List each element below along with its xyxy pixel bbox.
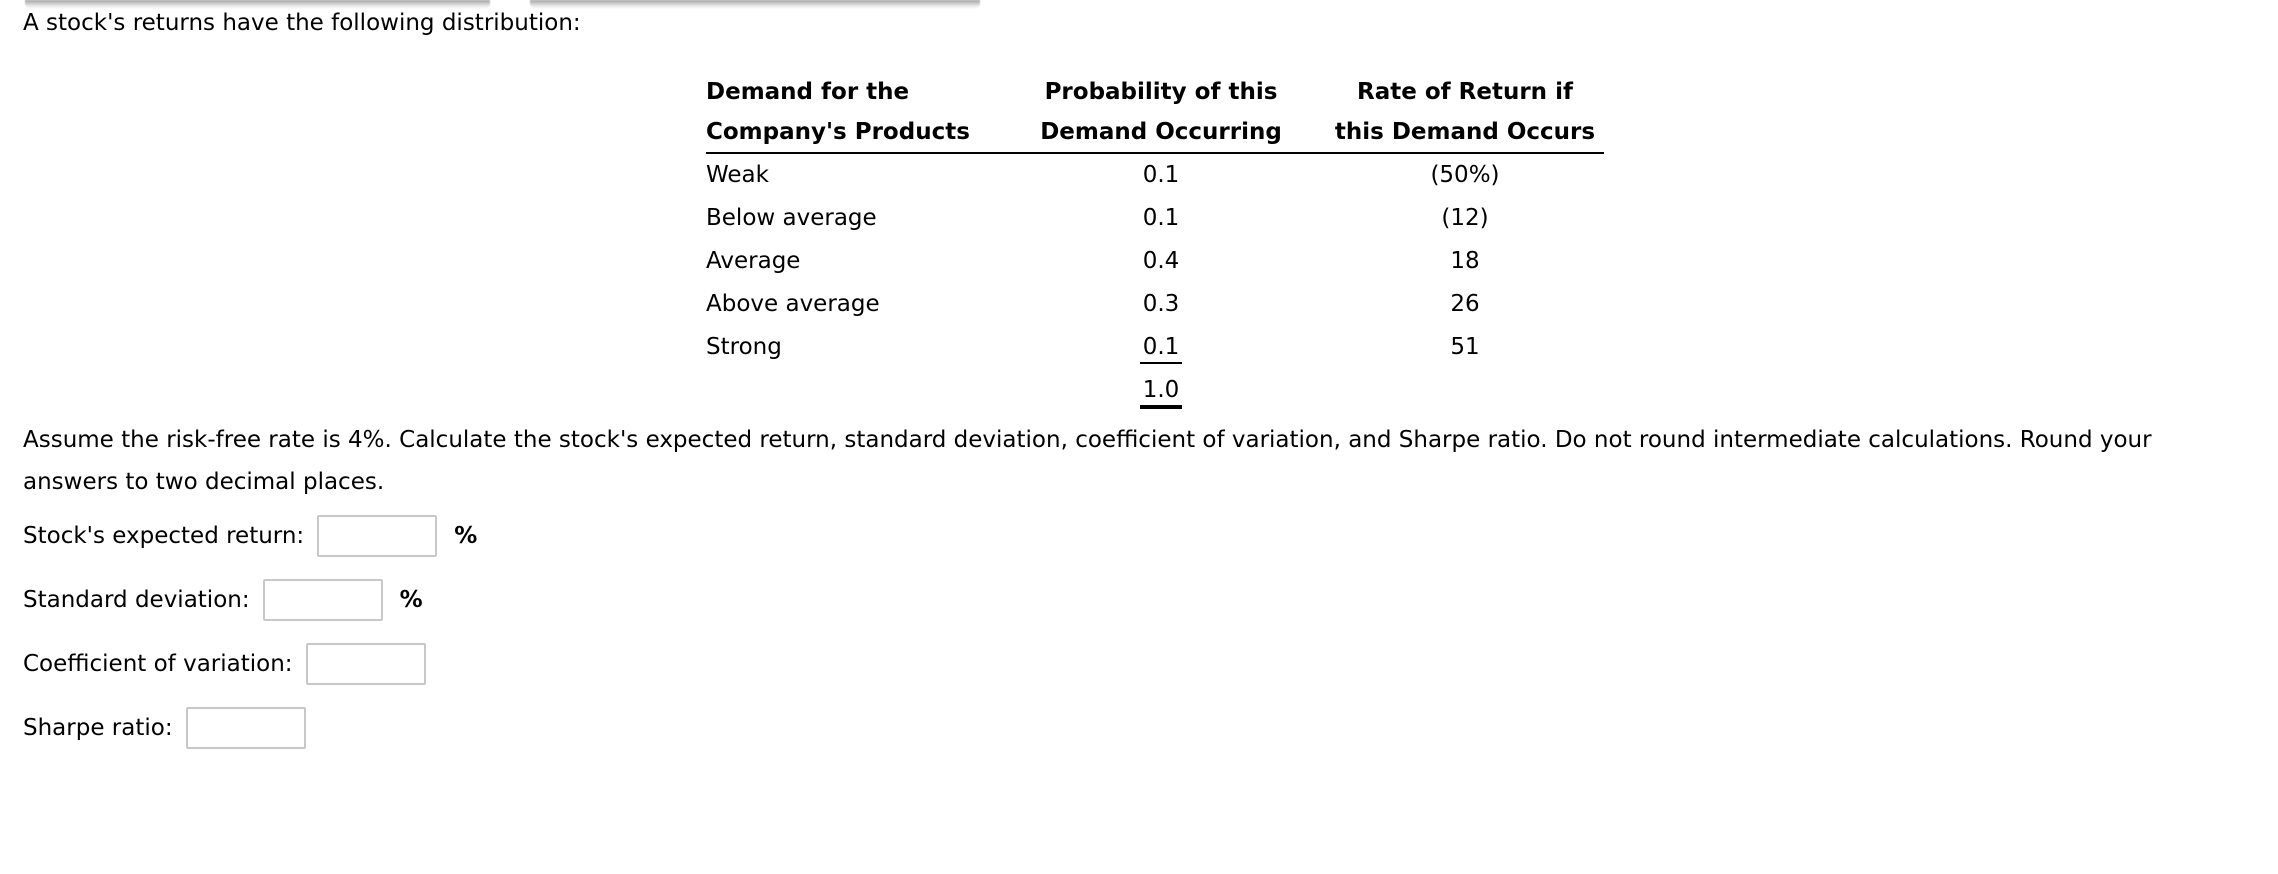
- demand-cell: Weak: [706, 162, 769, 188]
- table-row-above-average: Above average 0.3 26: [706, 283, 1604, 326]
- standard-deviation-percent-suffix: %: [399, 587, 423, 613]
- column-header-probability: Probability of this Demand Occurring: [996, 72, 1326, 152]
- instructions-line2: answers to two decimal places.: [23, 469, 385, 495]
- column-header-demand-line2: Company's Products: [706, 119, 970, 145]
- answer-row-sharpe-ratio: Sharpe ratio:: [23, 706, 323, 750]
- expected-return-input[interactable]: [317, 515, 438, 557]
- column-header-demand-line1: Demand for the: [706, 79, 910, 105]
- demand-cell: Average: [706, 248, 801, 274]
- probability-cell: 0.3: [1142, 291, 1180, 317]
- answer-row-coefficient-of-variation: Coefficient of variation:: [23, 642, 443, 686]
- cutoff-button-shadow-left: [25, 0, 490, 10]
- probability-cell: 0.4: [1142, 248, 1180, 274]
- expected-return-percent-suffix: %: [454, 523, 478, 549]
- demand-cell: Below average: [706, 205, 877, 231]
- standard-deviation-input[interactable]: [262, 579, 383, 621]
- expected-return-label: Stock's expected return:: [23, 523, 305, 549]
- cutoff-button-shadow-right: [530, 0, 980, 10]
- rate-cell: (12): [1441, 205, 1489, 231]
- standard-deviation-label: Standard deviation:: [23, 587, 250, 613]
- sharpe-ratio-label: Sharpe ratio:: [23, 715, 173, 741]
- probability-cell: 0.1: [996, 326, 1326, 369]
- probability-underlined-value: 0.1: [1139, 334, 1183, 364]
- coefficient-of-variation-label: Coefficient of variation:: [23, 651, 293, 677]
- instructions-line1: Assume the risk-free rate is 4%. Calcula…: [23, 427, 2152, 453]
- demand-cell: Above average: [706, 291, 880, 317]
- column-header-probability-line1: Probability of this: [1044, 79, 1278, 105]
- table-row-average: Average 0.4 18: [706, 240, 1604, 283]
- rate-cell: 51: [1450, 334, 1480, 360]
- distribution-table: Demand for the Company's Products Probab…: [706, 72, 1604, 412]
- table-row-total: 1.0: [706, 369, 1604, 412]
- answer-row-standard-deviation: Standard deviation: %: [23, 578, 423, 622]
- probability-cell: 0.1: [1142, 162, 1180, 188]
- sharpe-ratio-input[interactable]: [185, 707, 306, 749]
- table-row-below-average: Below average 0.1 (12): [706, 197, 1604, 240]
- column-header-probability-line2: Demand Occurring: [1040, 119, 1282, 145]
- answer-row-expected-return: Stock's expected return: %: [23, 514, 477, 558]
- column-header-demand: Demand for the Company's Products: [706, 72, 996, 152]
- table-row-strong: Strong 0.1 51: [706, 326, 1604, 369]
- probability-total-cell: 1.0: [996, 369, 1326, 412]
- column-header-rate-line1: Rate of Return if: [1357, 79, 1573, 105]
- table-header-row: Demand for the Company's Products Probab…: [706, 72, 1604, 154]
- table-row-weak: Weak 0.1 (50%): [706, 154, 1604, 197]
- rate-cell: 18: [1450, 248, 1480, 274]
- intro-text: A stock's returns have the following dis…: [23, 10, 581, 36]
- rate-cell: (50%): [1430, 162, 1500, 188]
- rate-cell: 26: [1450, 291, 1480, 317]
- instructions: Assume the risk-free rate is 4%. Calcula…: [23, 419, 2152, 503]
- probability-total-value: 1.0: [1139, 377, 1183, 409]
- probability-cell: 0.1: [1142, 205, 1180, 231]
- coefficient-of-variation-input[interactable]: [305, 643, 426, 685]
- column-header-rate: Rate of Return if this Demand Occurs: [1326, 72, 1604, 152]
- demand-cell: Strong: [706, 334, 782, 360]
- column-header-rate-line2: this Demand Occurs: [1334, 119, 1596, 145]
